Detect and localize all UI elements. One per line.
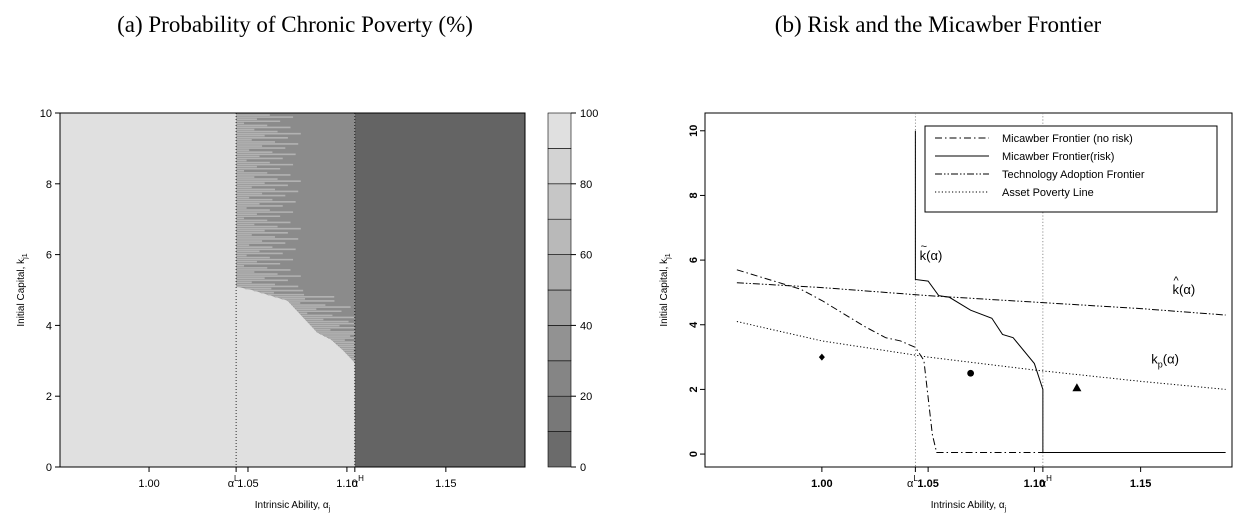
colorbar-band (547, 112, 572, 149)
y-tick-label-b: 10 (688, 125, 700, 137)
x-tick-label-b: 1.05 (917, 478, 938, 490)
x-tick-label-a: 1.15 (435, 478, 456, 490)
colorbar-tick-label: 60 (580, 250, 592, 262)
y-tick-label-b: 2 (688, 386, 700, 392)
y-axis-label-a: Initial Capital, kj1 (16, 253, 29, 326)
x-tick-label-b: 1.00 (811, 478, 832, 490)
y-tick-label-b: 6 (688, 257, 700, 263)
panel-a-title: (a) Probability of Chronic Poverty (%) (117, 12, 473, 37)
x-tick-label-b: αH (1040, 474, 1052, 490)
x-tick-label-b: 1.15 (1130, 478, 1151, 490)
colorbar-tick-label: 40 (580, 320, 592, 332)
colorbar-tick-label: 0 (580, 462, 586, 474)
panel-b-title: (b) Risk and the Micawber Frontier (774, 12, 1102, 37)
series-line-3 (736, 321, 1226, 390)
heatmap-high-region (354, 113, 525, 467)
legend-entry: Asset Poverty Line (1002, 187, 1094, 199)
plot-frame-a (59, 112, 526, 468)
series-line-2 (736, 282, 1226, 316)
y-tick-label-a: 0 (46, 462, 52, 474)
marker-circle (967, 369, 975, 377)
x-axis-label-b: Intrinsic Ability, αj (931, 500, 1007, 513)
colorbar-tick-label: 20 (580, 391, 592, 403)
marker-diamond (818, 353, 825, 361)
y-tick-label-a: 8 (46, 179, 52, 191)
y-tick-label-a: 4 (46, 320, 52, 332)
series-line-1 (914, 130, 1226, 453)
marker-triangle (1072, 383, 1082, 392)
x-tick-label-a: 1.10 (336, 478, 357, 490)
curve-label-accent: ~ (921, 241, 927, 253)
curve-label-0: k(α) (920, 248, 943, 263)
y-tick-label-a: 2 (46, 391, 52, 403)
y-axis-label-b: Initial Capital, kj1 (659, 253, 672, 326)
y-tick-label-b: 4 (688, 321, 700, 328)
y-tick-label-a: 10 (40, 108, 52, 120)
x-axis-label-a: Intrinsic Ability, αj (255, 500, 331, 513)
y-tick-label-b: 8 (688, 192, 700, 198)
x-tick-label-b: 1.10 (1024, 478, 1045, 490)
x-tick-label-a: αL (228, 474, 239, 490)
x-tick-label-a: 1.00 (138, 478, 159, 490)
curve-label-2: kp(α) (1151, 352, 1179, 370)
legend-entry: Micawber Frontier(risk) (1002, 151, 1114, 163)
curve-label-accent: ^ (1174, 275, 1180, 287)
y-tick-label-a: 6 (46, 250, 52, 262)
x-tick-label-a: 1.05 (237, 478, 258, 490)
plot-frame-b (704, 112, 1233, 468)
x-tick-label-b: αL (907, 474, 918, 490)
curve-label-1: k(α) (1173, 282, 1196, 297)
colorbar-tick-label: 80 (580, 179, 592, 191)
y-tick-label-b: 0 (688, 451, 700, 457)
legend-box (924, 125, 1218, 213)
legend-entry: Micawber Frontier (no risk) (1002, 133, 1133, 145)
legend-entry: Technology Adoption Frontier (1002, 169, 1145, 181)
colorbar-tick-label: 100 (580, 108, 598, 120)
